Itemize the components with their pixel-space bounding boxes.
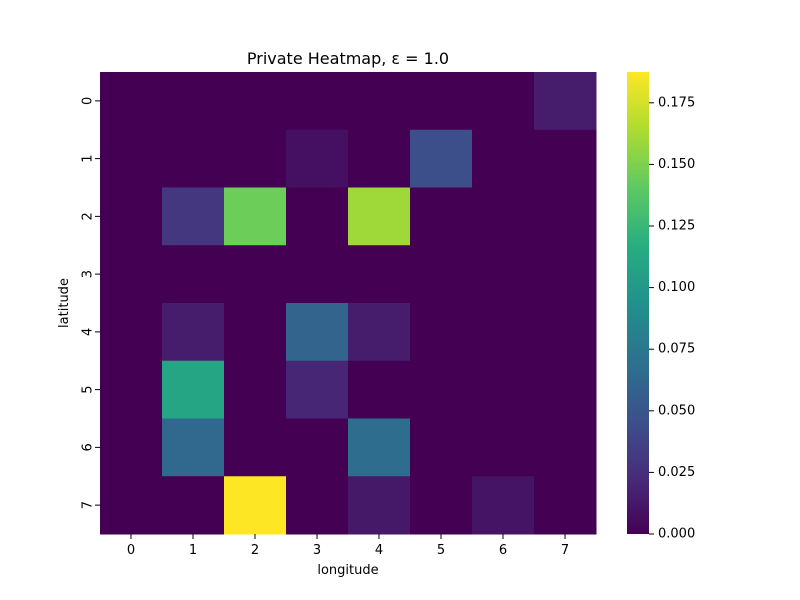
x-axis-title: longitude	[317, 563, 378, 578]
colorbar-tick-label: 0.075	[658, 342, 695, 357]
heatmap-cell-r5-c5	[410, 360, 473, 419]
heatmap-cell-r4-c1	[162, 303, 225, 362]
heatmap-cell-r6-c0	[100, 418, 163, 477]
heatmap-cell-r5-c0	[100, 360, 163, 419]
heatmap-cell-r3-c0	[100, 245, 163, 304]
heatmap-cell-r4-c6	[472, 303, 535, 362]
y-tick-label: 7	[81, 501, 96, 509]
heatmap-cell-r7-c4	[348, 476, 411, 535]
heatmap-cell-r7-c7	[534, 476, 597, 535]
y-tick-label: 3	[81, 270, 96, 278]
heatmap-cell-r0-c0	[100, 72, 163, 131]
y-tick-label: 4	[81, 328, 96, 336]
heatmap-cell-r0-c6	[472, 72, 535, 131]
heatmap-cell-r3-c3	[286, 245, 349, 304]
x-tick-label: 5	[437, 543, 445, 558]
heatmap-cell-r2-c6	[472, 187, 535, 246]
heatmap-cell-r4-c3	[286, 303, 349, 362]
heatmap-cell-r2-c1	[162, 187, 225, 246]
heatmap-cell-r0-c2	[224, 72, 287, 131]
heatmap-cell-r3-c5	[410, 245, 473, 304]
heatmap-cell-r1-c0	[100, 129, 163, 188]
heatmap-cell-r2-c5	[410, 187, 473, 246]
heatmap-cell-r7-c5	[410, 476, 473, 535]
heatmap-cell-r5-c2	[224, 360, 287, 419]
x-tick-label: 4	[375, 543, 383, 558]
colorbar-tick-label: 0.100	[658, 280, 695, 295]
heatmap-cell-r2-c3	[286, 187, 349, 246]
heatmap-cell-r0-c5	[410, 72, 473, 131]
heatmap-cell-r5-c7	[534, 360, 597, 419]
heatmap-cell-r1-c2	[224, 129, 287, 188]
heatmap-cell-r5-c4	[348, 360, 411, 419]
colorbar-tick-label: 0.000	[658, 527, 695, 542]
x-axis-ticks: 0 1 2 3 4 5 6 7	[127, 534, 569, 558]
heatmap-cell-r3-c4	[348, 245, 411, 304]
heatmap-cell-r2-c7	[534, 187, 597, 246]
x-tick-label: 3	[313, 543, 321, 558]
heatmap-cell-r2-c2	[224, 187, 287, 246]
heatmap-cell-r5-c3	[286, 360, 349, 419]
heatmap-cell-r6-c6	[472, 418, 535, 477]
heatmap-cell-r7-c2	[224, 476, 287, 535]
heatmap-cell-r3-c1	[162, 245, 225, 304]
colorbar-tick-label: 0.050	[658, 403, 695, 418]
heatmap-cell-r6-c7	[534, 418, 597, 477]
x-tick-label: 2	[251, 543, 259, 558]
heatmap-cell-r3-c6	[472, 245, 535, 304]
heatmap-cell-r1-c5	[410, 129, 473, 188]
y-tick-label: 2	[81, 212, 96, 220]
heatmap-cell-r4-c7	[534, 303, 597, 362]
x-tick-label: 1	[189, 543, 197, 558]
heatmap-cell-r6-c4	[348, 418, 411, 477]
heatmap-cell-r3-c2	[224, 245, 287, 304]
heatmap-cell-r4-c5	[410, 303, 473, 362]
colorbar-ticks: 0.000 0.025 0.050 0.075 0.100 0.125 0.150 0.175	[649, 95, 695, 542]
heatmap-cell-r5-c6	[472, 360, 535, 419]
colorbar-tick-label: 0.175	[658, 95, 695, 110]
heatmap-cell-r6-c5	[410, 418, 473, 477]
y-tick-label: 6	[81, 443, 96, 451]
heatmap-cell-r1-c1	[162, 129, 225, 188]
heatmap-cell-r1-c6	[472, 129, 535, 188]
heatmap-cell-r6-c1	[162, 418, 225, 477]
heatmap-cell-r6-c2	[224, 418, 287, 477]
chart-title: Private Heatmap, ε = 1.0	[247, 49, 449, 68]
heatmap-cell-r4-c0	[100, 303, 163, 362]
y-tick-label: 1	[81, 154, 96, 162]
heatmap-cell-r6-c3	[286, 418, 349, 477]
heatmap-cell-r1-c4	[348, 129, 411, 188]
heatmap-cell-r0-c1	[162, 72, 225, 131]
y-axis-ticks: 0 1 2 3 4 5 6 7	[81, 97, 100, 509]
heatmap-cell-r2-c4	[348, 187, 411, 246]
colorbar-tick-label: 0.025	[658, 465, 695, 480]
heatmap-cell-r0-c7	[534, 72, 597, 131]
heatmap-cell-r4-c4	[348, 303, 411, 362]
heatmap-cell-r2-c0	[100, 187, 163, 246]
x-tick-label: 6	[499, 543, 507, 558]
heatmap-cell-r0-c3	[286, 72, 349, 131]
y-axis-title: latitude	[57, 278, 72, 328]
heatmap-cell-r7-c1	[162, 476, 225, 535]
heatmap-cell-r7-c6	[472, 476, 535, 535]
heatmap-cell-r5-c1	[162, 360, 225, 419]
x-tick-label: 0	[127, 543, 135, 558]
heatmap-cell-r7-c0	[100, 476, 163, 535]
y-tick-label: 0	[81, 97, 96, 105]
heatmap-cell-r0-c4	[348, 72, 411, 131]
colorbar	[627, 72, 649, 534]
heatmap-cells	[100, 72, 597, 535]
heatmap-cell-r4-c2	[224, 303, 287, 362]
colorbar-tick-label: 0.125	[658, 219, 695, 234]
heatmap-cell-r7-c3	[286, 476, 349, 535]
heatmap-cell-r1-c3	[286, 129, 349, 188]
y-tick-label: 5	[81, 385, 96, 393]
heatmap-cell-r1-c7	[534, 129, 597, 188]
x-tick-label: 7	[561, 543, 569, 558]
heatmap-cell-r3-c7	[534, 245, 597, 304]
colorbar-tick-label: 0.150	[658, 157, 695, 172]
